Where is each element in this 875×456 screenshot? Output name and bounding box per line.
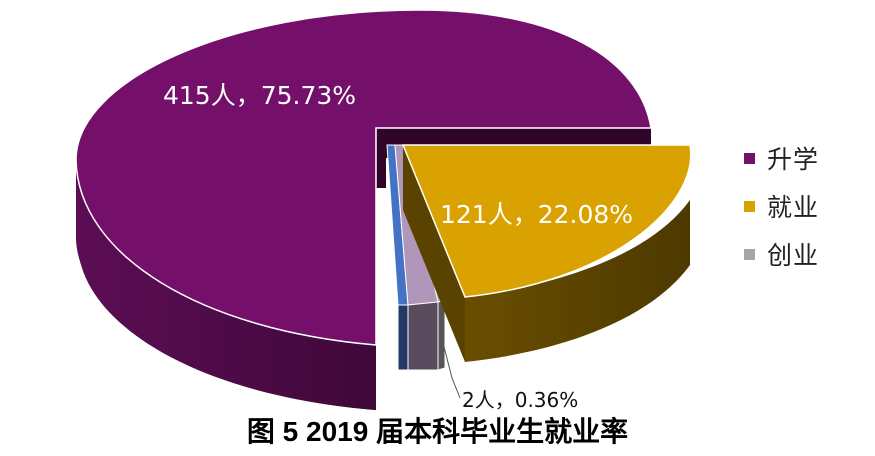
legend-label: 升学 [767,145,820,174]
legend-swatch-gold [744,200,755,212]
slice-jiu-ye[interactable] [401,144,692,362]
legend-label: 创业 [767,241,820,270]
chart-caption: 图 5 2019 届本科毕业生就业率 [246,416,629,447]
legend-item-chuang-ye: 创业 [744,230,819,278]
label-jiu-ye: 121人，22.08% [440,200,633,229]
legend-item-jiu-ye: 就业 [744,182,819,230]
label-chuang-ye: 2人，0.36% [462,388,578,412]
label-sheng-xue: 415人，75.73% [163,81,356,110]
slice-sheng-xue[interactable] [75,9,652,410]
leader-line [440,334,461,399]
legend: 升学 就业 创业 [744,134,819,278]
legend-swatch-purple [744,152,755,164]
legend-swatch-gray [744,248,755,260]
legend-item-sheng-xue: 升学 [744,134,819,182]
legend-label: 就业 [767,193,820,222]
